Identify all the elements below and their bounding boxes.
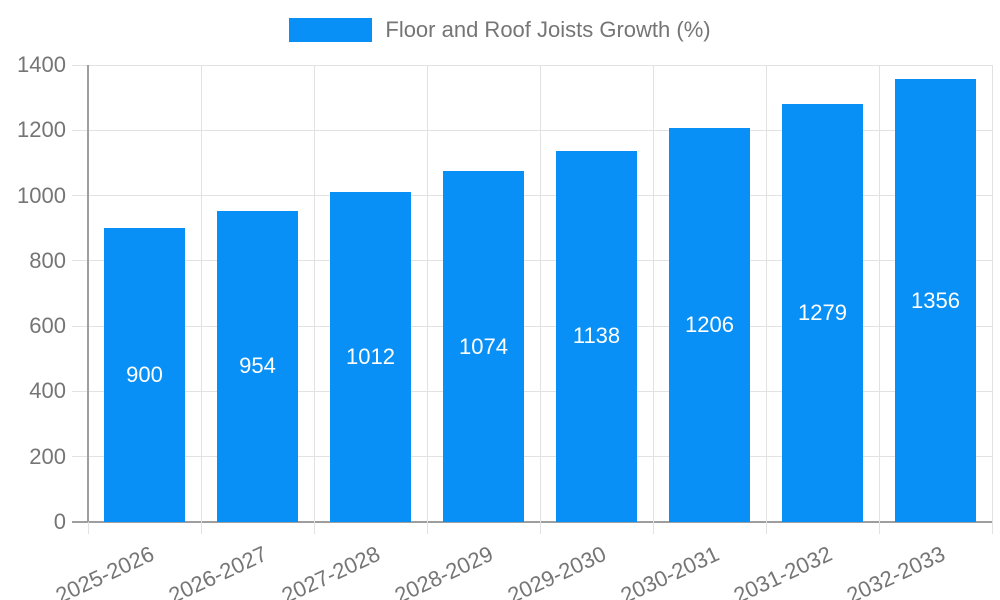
x-gridline [313,65,315,534]
y-gridline [72,195,992,197]
x-axis-tick-label: 2028-2029 [391,541,498,600]
y-gridline [72,390,992,392]
y-axis-tick-label: 400 [29,378,66,404]
legend: Floor and Roof Joists Growth (%) [0,16,1000,44]
bar [556,150,637,522]
x-axis-tick [87,522,89,534]
x-gridline [765,65,767,534]
x-axis-tick-label: 2031-2032 [730,541,837,600]
x-gridline [539,65,541,534]
x-axis-tick-label: 2032-2033 [843,541,950,600]
x-axis-tick-label: 2025-2026 [52,541,159,600]
y-axis-tick-label: 1000 [17,182,66,208]
bar-value-label: 1012 [346,343,395,369]
y-gridline [72,64,992,66]
bar-value-label: 900 [126,362,163,388]
bar-value-label: 1074 [459,333,508,359]
y-axis-line [87,65,89,522]
x-gridline [991,65,993,534]
x-gridline [878,65,880,534]
bar [782,104,863,522]
x-axis-tick-label: 2026-2027 [165,541,272,600]
y-axis-tick-label: 600 [29,313,66,339]
bar-value-label: 1356 [911,287,960,313]
x-axis-tick-label: 2027-2028 [278,541,385,600]
y-gridline [72,456,992,458]
y-axis-tick-label: 200 [29,443,66,469]
x-gridline [426,65,428,534]
y-gridline [72,521,992,523]
x-axis-tick-label: 2029-2030 [504,541,611,600]
bar-value-label: 954 [239,353,276,379]
bar-value-label: 1206 [685,312,734,338]
bar [895,79,976,522]
bar-value-label: 1138 [572,323,621,349]
x-gridline [652,65,654,534]
y-axis-tick-label: 0 [53,509,66,534]
bar [443,171,524,522]
bar [104,228,185,522]
y-axis-tick-label: 1400 [17,52,66,77]
x-gridline [200,65,202,534]
bar [669,128,750,522]
legend-label: Floor and Roof Joists Growth (%) [385,17,711,42]
bar [330,191,411,522]
y-gridline [72,325,992,327]
y-gridline [72,260,992,262]
x-axis-tick-label: 2030-2031 [617,541,724,600]
bar [217,210,298,522]
y-gridline [72,129,992,131]
y-axis-tick-label: 1200 [17,117,66,143]
legend-swatch [289,18,373,42]
bar-value-label: 1279 [798,300,847,326]
y-axis-tick-label: 800 [29,247,66,273]
